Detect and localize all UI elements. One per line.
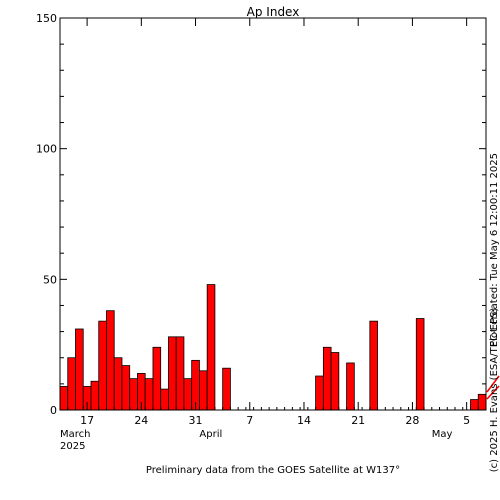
decoration-line [486,385,500,400]
bar [152,346,162,411]
bar [98,320,107,411]
bar [90,380,100,411]
y-axis: 0 50 100 150 [36,12,486,417]
bar [168,336,177,411]
bar [160,388,169,411]
bar [315,375,324,411]
month-label: April [199,429,222,440]
year-label: 2025 [60,441,85,452]
x-tick-label: 28 [405,414,419,427]
y-tick-label: 100 [36,143,57,156]
footer-note: Preliminary data from the GOES Satellite… [146,465,400,476]
copyright-decoration [486,375,500,400]
x-tick-label: 31 [189,414,203,427]
bar [129,378,138,411]
bar [106,310,115,411]
chart-title: Ap Index [247,5,300,19]
bar [346,362,355,411]
bar [67,357,76,411]
y-tick-label: 0 [50,404,57,417]
x-tick-label: 5 [463,414,470,427]
bar [322,346,332,411]
bar [175,336,185,411]
y-tick-label: 50 [43,273,57,286]
plot-created-label: Plot created: Tue May 6 12:00:11 2025 [489,153,500,347]
x-tick-label: 17 [80,414,94,427]
bar [330,352,340,411]
x-tick-label: 21 [351,414,365,427]
bar [470,399,479,411]
y-tick-label: 150 [36,12,57,25]
x-tick-label: 7 [246,414,253,427]
bar [59,386,69,411]
x-tick-label: 14 [297,414,311,427]
bar [113,357,123,411]
bar [75,328,84,411]
copyright-label: (c) 2025 H. Evans (ESA/TEC-EPS) [489,308,500,473]
bar [121,365,131,411]
month-label: May [432,429,453,440]
x-tick-label: 24 [134,414,148,427]
bar [415,318,425,411]
bar [477,393,487,411]
bar [222,367,231,411]
decoration-line [486,375,500,393]
plot-frame [59,17,487,411]
bar [183,378,193,411]
bar [144,378,154,411]
bar [206,284,216,411]
bar [199,370,208,411]
month-label: March [60,429,90,440]
bars-layer [59,284,487,411]
bar [369,320,378,411]
